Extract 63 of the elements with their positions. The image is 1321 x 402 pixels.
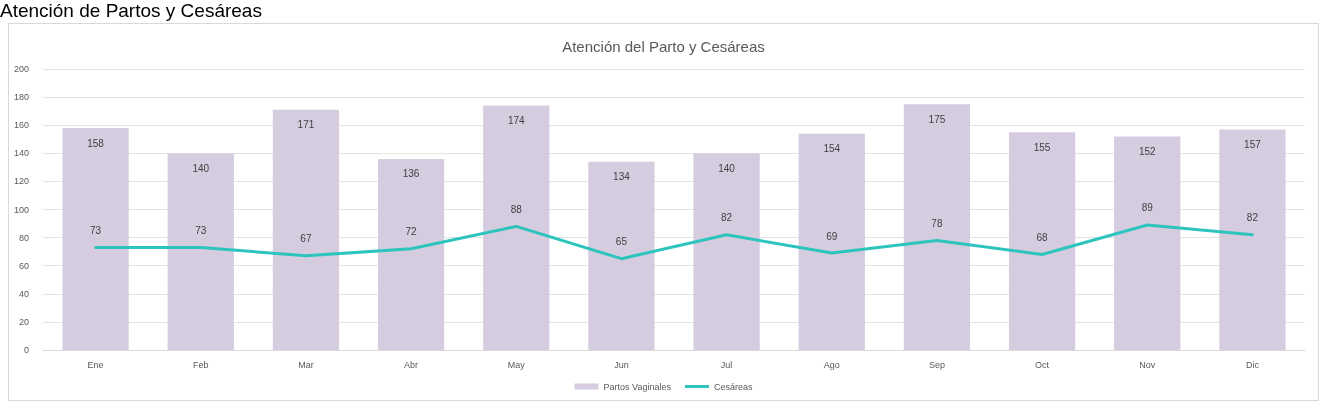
data-label: 78 — [931, 217, 943, 229]
data-label: 140 — [192, 162, 210, 174]
chart-title: Atención del Parto y Cesáreas — [562, 38, 765, 55]
y-tick-label: 80 — [18, 232, 29, 243]
y-tick-label: 160 — [13, 120, 29, 131]
data-label: 73 — [195, 224, 207, 236]
x-tick-label: Dic — [1245, 359, 1260, 370]
y-tick-label: 0 — [23, 345, 29, 355]
x-tick-label: Abr — [404, 359, 419, 370]
y-tick-label: 20 — [18, 316, 29, 327]
x-tick-label: Ago — [823, 359, 840, 370]
x-tick-label: Oct — [1035, 359, 1050, 370]
bar — [377, 158, 445, 350]
bar — [62, 128, 129, 350]
x-tick-label: Feb — [192, 359, 209, 370]
bar — [483, 105, 550, 350]
data-label: 154 — [823, 143, 841, 155]
y-tick-label: 120 — [13, 176, 29, 187]
data-label: 82 — [1246, 212, 1259, 224]
data-label: 67 — [300, 233, 312, 245]
y-tick-label: 40 — [18, 288, 29, 299]
data-label: 157 — [1244, 138, 1262, 150]
bar — [1008, 132, 1076, 350]
y-tick-label: 200 — [13, 64, 29, 74]
data-label: 174 — [507, 115, 526, 127]
data-label: 134 — [613, 171, 631, 183]
y-tick-label: 100 — [13, 204, 29, 215]
data-label: 140 — [718, 162, 736, 174]
y-tick-label: 140 — [13, 148, 29, 159]
data-label: 72 — [405, 226, 418, 238]
text: Atención de Partos y Cesáreas — [0, 0, 262, 22]
bar — [1114, 136, 1181, 350]
data-label: 88 — [510, 203, 523, 215]
x-tick-label: Ene — [87, 359, 104, 370]
data-label: 155 — [1033, 141, 1051, 153]
y-tick-label: 180 — [13, 92, 29, 103]
data-label: 171 — [297, 119, 315, 131]
data-label: 175 — [928, 113, 946, 125]
bar — [272, 109, 340, 350]
x-tick-label: May — [507, 359, 526, 370]
x-tick-label: Mar — [298, 359, 314, 370]
x-tick-label: Sep — [928, 359, 945, 370]
data-label: 82 — [721, 212, 733, 224]
data-label: 89 — [1141, 202, 1154, 214]
y-tick-label: 60 — [18, 260, 29, 271]
x-tick-label: Nov — [1139, 359, 1156, 370]
x-tick-label: Jun — [614, 359, 629, 370]
data-label: 136 — [402, 168, 420, 180]
bar — [167, 153, 234, 350]
data-label: 69 — [826, 230, 838, 242]
data-label: 158 — [87, 137, 105, 149]
x-tick-label: Jul — [720, 359, 733, 370]
bar — [1219, 129, 1286, 350]
legend-label: Partos Vaginales — [603, 381, 672, 392]
legend-label: Cesáreas — [713, 381, 753, 392]
bar — [588, 161, 655, 350]
bar — [798, 133, 865, 350]
data-label: 152 — [1138, 145, 1157, 157]
bar — [693, 153, 760, 350]
data-label: 68 — [1036, 231, 1049, 243]
bar — [903, 104, 971, 350]
data-label: 65 — [615, 236, 628, 248]
data-label: 73 — [90, 224, 102, 236]
